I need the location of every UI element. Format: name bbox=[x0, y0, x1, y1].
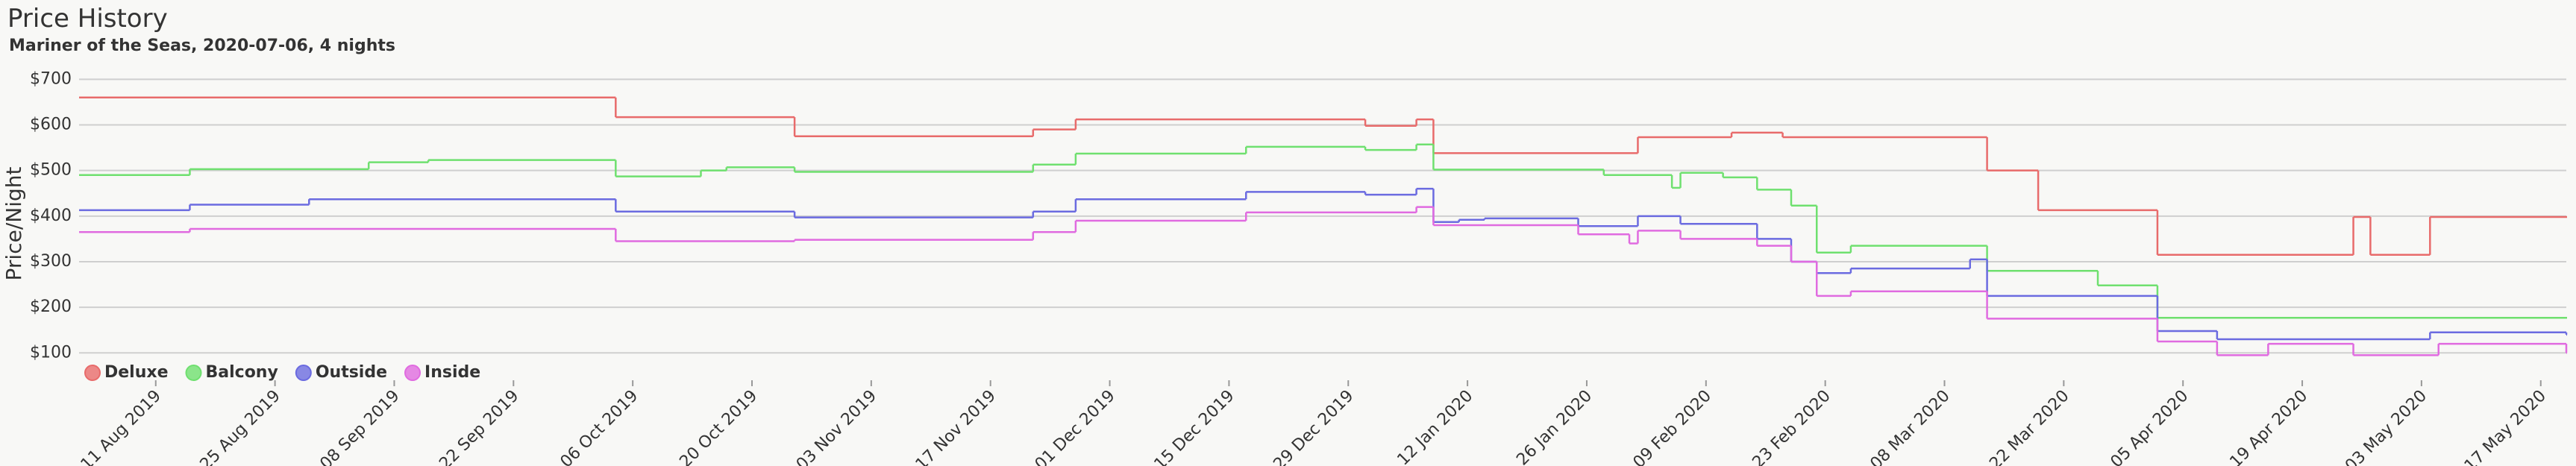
legend-label: Deluxe bbox=[104, 363, 169, 382]
legend-marker bbox=[84, 365, 101, 381]
x-tick-label: 17 Nov 2019 bbox=[912, 387, 1000, 466]
x-tick-label: 22 Mar 2020 bbox=[1986, 387, 2072, 466]
y-tick-label: $600 bbox=[30, 116, 72, 134]
legend-label: Inside bbox=[424, 363, 480, 382]
x-tick-label: 12 Jan 2020 bbox=[1394, 387, 1476, 466]
y-tick-label: $100 bbox=[30, 343, 72, 362]
y-axis-title: Price/Night bbox=[1, 167, 26, 281]
chart-subtitle: Mariner of the Seas, 2020-07-06, 4 night… bbox=[9, 37, 395, 55]
x-tick-label: 15 Dec 2019 bbox=[1151, 387, 1238, 466]
x-tick-label: 17 May 2020 bbox=[2461, 387, 2550, 466]
x-tick-label: 23 Feb 2020 bbox=[1749, 387, 1834, 466]
y-tick-label: $400 bbox=[30, 207, 72, 225]
x-tick-label: 03 May 2020 bbox=[2342, 387, 2431, 466]
chart-title: Price History bbox=[7, 4, 168, 34]
legend-label: Outside bbox=[316, 363, 387, 382]
y-tick-label: $200 bbox=[30, 297, 72, 316]
x-tick-label: 08 Sep 2019 bbox=[316, 387, 403, 466]
x-tick-label: 22 Sep 2019 bbox=[436, 387, 522, 466]
legend-marker bbox=[185, 365, 202, 381]
y-tick-label: $500 bbox=[30, 161, 72, 180]
y-tick-label: $300 bbox=[30, 252, 72, 271]
legend-marker bbox=[295, 365, 312, 381]
series bbox=[79, 206, 2568, 356]
y-tick-label: $700 bbox=[30, 69, 72, 88]
x-tick-label: 08 Mar 2020 bbox=[1867, 387, 1953, 466]
legend-label: Balcony bbox=[206, 363, 278, 382]
x-tick-label: 09 Feb 2020 bbox=[1630, 387, 1715, 466]
series bbox=[79, 143, 2567, 319]
x-tick-label: 03 Nov 2019 bbox=[793, 387, 880, 466]
x-tick-label: 29 Dec 2019 bbox=[1270, 387, 1357, 466]
x-tick-label: 01 Dec 2019 bbox=[1032, 387, 1119, 466]
x-tick-label: 20 Oct 2019 bbox=[676, 387, 761, 466]
x-tick-label: 26 Jan 2020 bbox=[1513, 387, 1596, 466]
legend-marker bbox=[404, 365, 422, 381]
x-tick-label: 25 Aug 2019 bbox=[197, 387, 284, 466]
series bbox=[79, 96, 2567, 256]
x-tick-label: 06 Oct 2019 bbox=[557, 387, 642, 466]
x-tick-label: 19 Apr 2020 bbox=[2226, 387, 2311, 466]
x-tick-label: 05 Apr 2020 bbox=[2108, 387, 2193, 466]
x-tick-label: 11 Aug 2019 bbox=[78, 387, 165, 466]
series bbox=[79, 187, 2568, 341]
